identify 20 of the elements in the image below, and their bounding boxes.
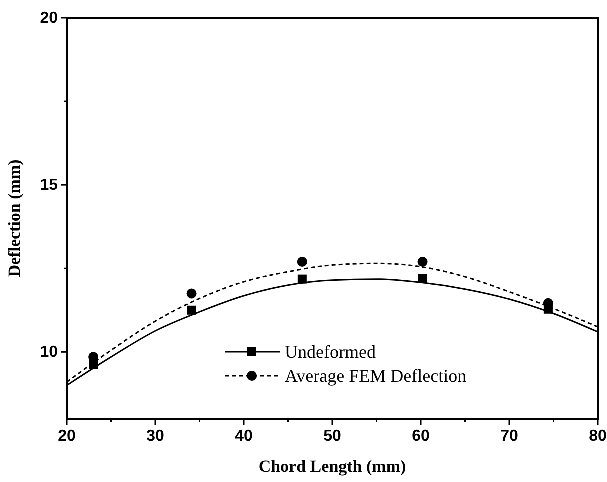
y-axis-title: Deflection (mm) (5, 160, 24, 278)
x-tick-label: 80 (589, 428, 607, 445)
x-tick-label: 20 (58, 428, 76, 445)
x-tick-label: 40 (235, 428, 253, 445)
y-tick-label: 20 (40, 10, 58, 27)
point (418, 256, 428, 267)
legend-label: Undeformed (285, 342, 376, 362)
x-tick-label: 30 (146, 428, 164, 445)
x-axis-title: Chord Length (mm) (258, 457, 406, 476)
point (187, 306, 196, 315)
y-tick-label: 10 (40, 344, 58, 362)
point (418, 274, 428, 284)
point (298, 274, 307, 284)
point (297, 256, 308, 267)
x-tick-label: 70 (500, 428, 518, 445)
legend-label: Average FEM Deflection (285, 366, 467, 386)
point (186, 288, 197, 299)
x-tick-label: 50 (324, 428, 342, 445)
x-tick-label: 60 (412, 428, 430, 445)
y-tick-label: 15 (40, 177, 58, 194)
